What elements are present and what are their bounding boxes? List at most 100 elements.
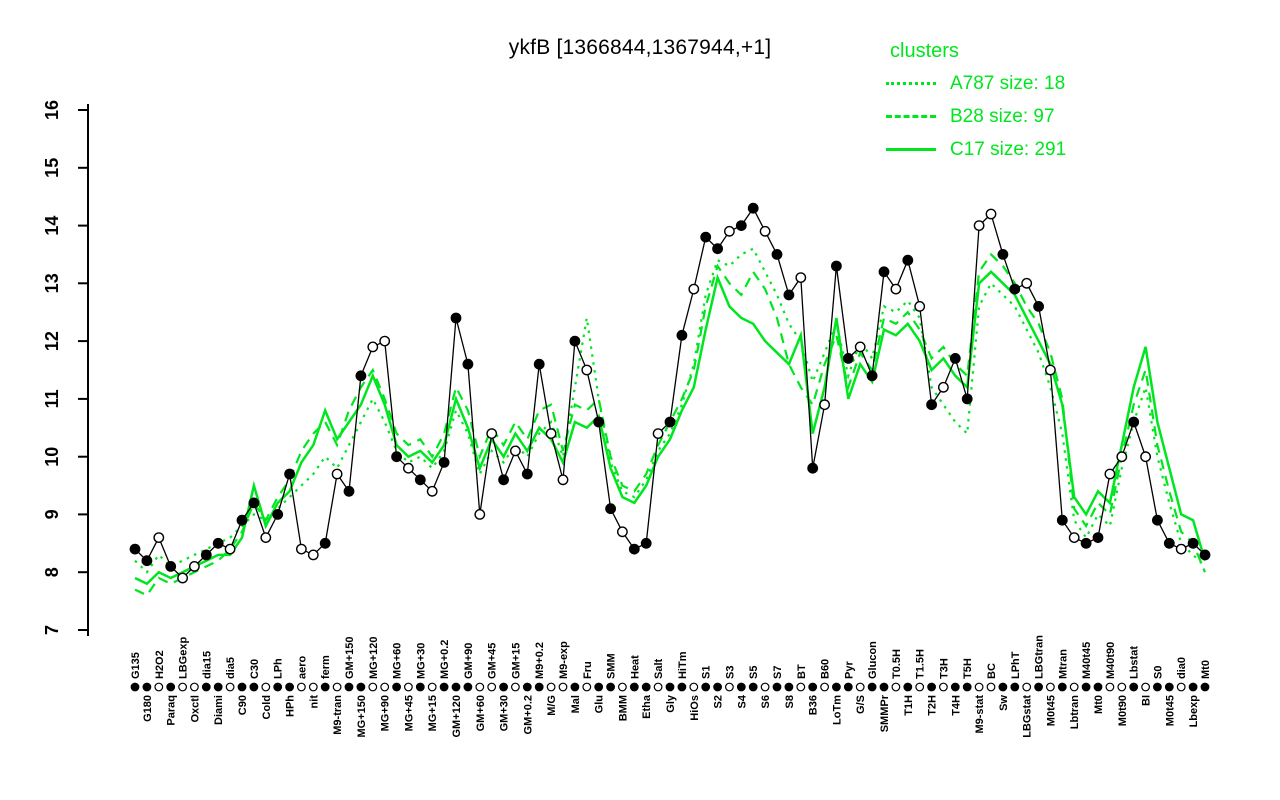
x-tick-label: T1.5H [915, 649, 927, 679]
dashed-line-sample [886, 115, 936, 118]
profile-point [462, 358, 474, 370]
x-tick-label: Salt [653, 658, 665, 679]
profile-point [890, 283, 902, 295]
condition-dot [1081, 682, 1091, 692]
profile-point [640, 537, 652, 549]
condition-dot [701, 682, 711, 692]
x-tick-label: Sw [998, 695, 1010, 711]
x-tick-label: S5 [748, 666, 760, 679]
condition-dot [950, 682, 960, 692]
x-tick-label: S0 [1152, 666, 1164, 679]
profile-point [1092, 532, 1104, 543]
profile-point [878, 266, 890, 278]
cluster-line-dashed [134, 252, 1207, 597]
condition-dot [903, 682, 913, 692]
x-tick-label: G180 [142, 695, 154, 722]
x-tick-label: T3H [938, 658, 950, 679]
profile-point [533, 358, 545, 370]
y-tick-label: 8 [42, 567, 62, 577]
x-tick-label: S4 [736, 694, 748, 708]
condition-dot [404, 682, 413, 692]
x-tick-label: M9-tran [332, 695, 344, 735]
profile-point [260, 532, 272, 543]
profile-point [985, 208, 997, 220]
profile-point [331, 468, 343, 480]
condition-dot [867, 682, 877, 692]
x-tick-label: LBGexp [178, 637, 190, 679]
x-tick-label: dia15 [201, 651, 213, 679]
x-tick-label: Cold [261, 695, 273, 719]
condition-dot [237, 682, 247, 692]
profile-point [819, 399, 830, 411]
condition-dot [451, 682, 461, 692]
condition-dot [249, 682, 259, 692]
x-tick-label: LPh [273, 658, 285, 679]
x-tick-label: MG+30 [415, 643, 427, 679]
cluster-line-dotted [134, 247, 1206, 574]
condition-dot [225, 682, 235, 692]
x-tick-label: G/S [855, 695, 867, 714]
x-tick-label: GM+90 [463, 643, 475, 679]
x-tick-label: LBGtran [1034, 635, 1046, 679]
y-tick-label: 7 [42, 625, 62, 635]
x-tick-label: LBGstat [1022, 695, 1034, 738]
x-tick-label: Lbexp [1188, 695, 1200, 728]
x-tick-label: H2O2 [154, 650, 166, 679]
profile-point [1104, 468, 1116, 480]
condition-dot [760, 682, 770, 692]
condition-dot [285, 682, 295, 692]
x-tick-label: GM+30 [499, 695, 511, 731]
condition-dot [962, 682, 972, 692]
condition-dot [665, 682, 675, 692]
cluster-line-solid [134, 270, 1207, 586]
x-tick-label: aero [296, 655, 308, 679]
profile-point [1080, 537, 1092, 549]
condition-dot [1034, 682, 1043, 692]
condition-dot [189, 682, 199, 692]
condition-dot [808, 682, 818, 692]
condition-dot [178, 682, 188, 692]
profile-point [771, 248, 783, 260]
x-tick-label: GM+120 [451, 695, 463, 738]
condition-dot [748, 682, 758, 692]
y-tick-label: 13 [42, 273, 62, 293]
condition-dot [879, 682, 889, 692]
profile-point [319, 537, 331, 549]
x-tick-label: Oxctl [189, 695, 201, 723]
x-tick-label: dia0 [1176, 657, 1188, 679]
x-tick-label: T0.5H [891, 649, 903, 679]
condition-dot [166, 682, 176, 692]
profile-point [450, 312, 462, 324]
x-tick-label: M/G [546, 695, 558, 716]
condition-dot [855, 682, 865, 692]
profile-point [1068, 532, 1080, 543]
x-tick-label: C90 [237, 695, 249, 715]
profile-point [1009, 283, 1021, 295]
profile-point [807, 462, 819, 474]
x-tick-label: B36 [808, 695, 820, 715]
profile-point [153, 532, 165, 543]
condition-dot [427, 682, 437, 692]
profile-point [1199, 549, 1211, 561]
condition-dot [832, 682, 841, 692]
x-tick-label: Mt0 [1200, 660, 1212, 679]
condition-dot [320, 682, 330, 692]
profile-point [129, 543, 141, 555]
x-tick-label: M40t90 [1105, 642, 1117, 679]
y-tick-label: 11 [42, 389, 62, 408]
profile-point [545, 428, 557, 439]
condition-dot [1152, 682, 1162, 692]
condition-dot [725, 682, 734, 692]
profile-point [1140, 451, 1152, 463]
profile-point [343, 485, 355, 497]
profile-point [652, 428, 664, 439]
profile-point [367, 341, 379, 353]
condition-dot [499, 682, 509, 692]
x-tick-label: S8 [784, 695, 796, 708]
profile-point [355, 370, 367, 382]
profile-point [284, 468, 295, 480]
legend-label-a787: A787 size: 18 [950, 72, 1066, 94]
condition-dot [308, 682, 318, 692]
